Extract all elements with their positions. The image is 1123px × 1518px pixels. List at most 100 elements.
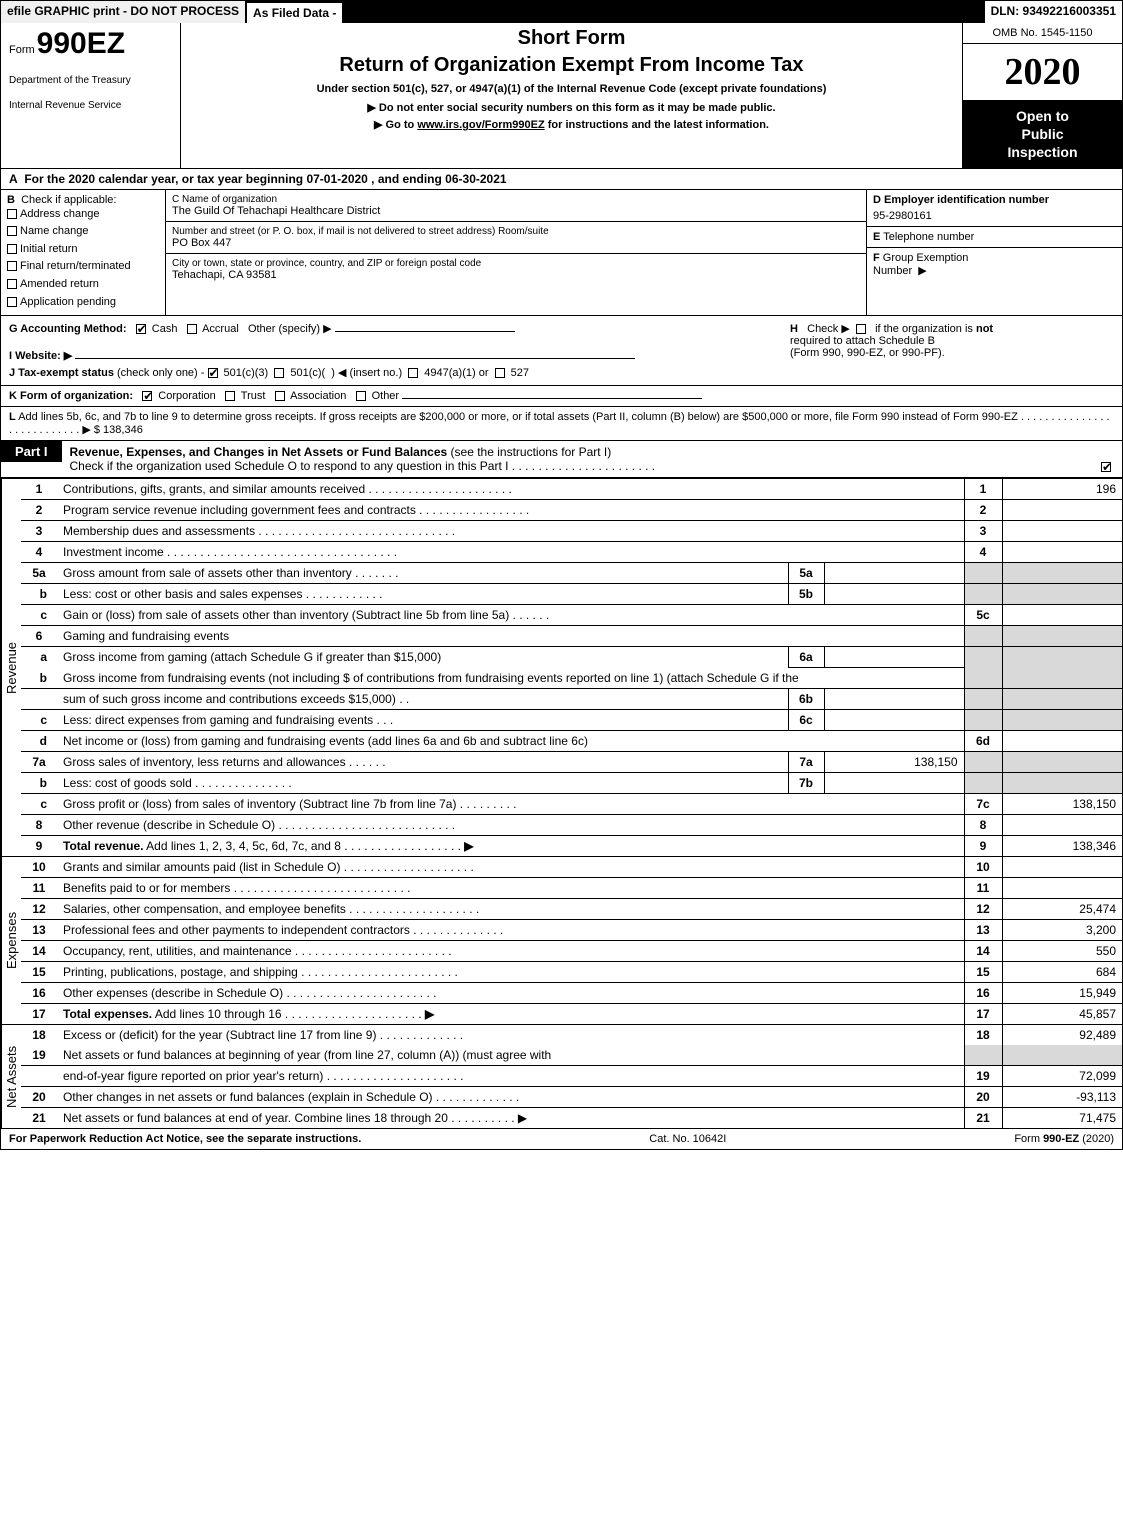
line-num: b: [21, 668, 57, 689]
row-a-text: For the 2020 calendar year, or tax year …: [24, 172, 506, 186]
line-desc: Gain or (loss) from sale of assets other…: [57, 605, 964, 626]
checkbox-cash[interactable]: [136, 324, 146, 334]
page-footer: For Paperwork Reduction Act Notice, see …: [1, 1128, 1122, 1149]
line-num: 1: [21, 479, 57, 500]
checkbox-accrual[interactable]: [187, 324, 197, 334]
line-7c: c Gross profit or (loss) from sales of i…: [21, 794, 1122, 815]
line-num: 14: [21, 941, 57, 962]
checkbox-4947[interactable]: [408, 368, 418, 378]
revenue-side-label: Revenue: [1, 479, 21, 856]
f-label: F Group ExemptionNumber ▶: [873, 252, 1116, 277]
checkbox-corporation[interactable]: [142, 391, 152, 401]
line-desc: end-of-year figure reported on prior yea…: [57, 1066, 964, 1087]
checkbox-schedule-o[interactable]: [1101, 462, 1111, 472]
netassets-table: 18 Excess or (deficit) for the year (Sub…: [21, 1025, 1122, 1128]
checkbox-trust[interactable]: [225, 391, 235, 401]
line-desc: Gross income from gaming (attach Schedul…: [57, 647, 788, 668]
row-g-h: G Accounting Method: Cash Accrual Other …: [1, 316, 1122, 386]
line-16: 16 Other expenses (describe in Schedule …: [21, 983, 1122, 1004]
line-13: 13 Professional fees and other payments …: [21, 920, 1122, 941]
line-desc: Net assets or fund balances at end of ye…: [57, 1108, 964, 1129]
cb-amended-return: Amended return: [7, 276, 159, 294]
line-box: 5c: [964, 605, 1002, 626]
open-line2: Public: [1021, 126, 1063, 142]
form-label: Form: [9, 44, 35, 56]
line-2: 2 Program service revenue including gove…: [21, 500, 1122, 521]
line-value: 72,099: [1002, 1066, 1122, 1087]
k-other-field[interactable]: [402, 398, 702, 399]
box-c-addr: Number and street (or P. O. box, if mail…: [166, 222, 866, 254]
line-box: 17: [964, 1004, 1002, 1025]
row-k: K Form of organization: Corporation Trus…: [1, 386, 1122, 407]
website-field[interactable]: [75, 358, 635, 359]
checkbox-icon[interactable]: [7, 261, 17, 271]
line-box-shade: [964, 752, 1002, 773]
mid-box: 7a: [788, 752, 824, 773]
line-value: -93,113: [1002, 1087, 1122, 1108]
line-num: 9: [21, 836, 57, 857]
box-f-group: F Group ExemptionNumber ▶: [867, 248, 1122, 281]
h-text3: (Form 990, 990-EZ, or 990-PF).: [790, 347, 945, 359]
line-6d: d Net income or (loss) from gaming and f…: [21, 731, 1122, 752]
checkbox-icon[interactable]: [7, 297, 17, 307]
line-desc: Gross sales of inventory, less returns a…: [57, 752, 788, 773]
cb-address-change: Address change: [7, 206, 159, 224]
line-value: 3,200: [1002, 920, 1122, 941]
checkbox-icon[interactable]: [7, 226, 17, 236]
info-grid: B Check if applicable: Address change Na…: [1, 190, 1122, 317]
checkbox-icon[interactable]: [7, 209, 17, 219]
h-text2: required to attach Schedule B: [790, 335, 935, 347]
efile-label: efile GRAPHIC print - DO NOT PROCESS: [1, 1, 247, 23]
line-num: 12: [21, 899, 57, 920]
line-desc: sum of such gross income and contributio…: [57, 689, 788, 710]
form-number: 990EZ: [37, 27, 125, 61]
row-a: A For the 2020 calendar year, or tax yea…: [1, 169, 1122, 190]
line-num: 19: [21, 1045, 57, 1066]
line-21: 21 Net assets or fund balances at end of…: [21, 1108, 1122, 1129]
line-num: 17: [21, 1004, 57, 1025]
line-desc: Grants and similar amounts paid (list in…: [57, 857, 964, 878]
line-box: 13: [964, 920, 1002, 941]
mid-box: 5a: [788, 563, 824, 584]
box-c-name: C Name of organization The Guild Of Teha…: [166, 190, 866, 222]
line-desc: Total revenue. Add lines 1, 2, 3, 4, 5c,…: [57, 836, 964, 857]
line-box: 18: [964, 1025, 1002, 1045]
line-num: c: [21, 794, 57, 815]
line-desc: Program service revenue including govern…: [57, 500, 964, 521]
line-value: [1002, 521, 1122, 542]
line-value: 71,475: [1002, 1108, 1122, 1129]
line-1: 1 Contributions, gifts, grants, and simi…: [21, 479, 1122, 500]
line-value: 550: [1002, 941, 1122, 962]
checkbox-h[interactable]: [856, 324, 866, 334]
line-box: 20: [964, 1087, 1002, 1108]
line-14: 14 Occupancy, rent, utilities, and maint…: [21, 941, 1122, 962]
line-desc: Net assets or fund balances at beginning…: [57, 1045, 964, 1066]
line-18: 18 Excess or (deficit) for the year (Sub…: [21, 1025, 1122, 1045]
checkbox-icon[interactable]: [7, 279, 17, 289]
line-box: 15: [964, 962, 1002, 983]
g-label: G Accounting Method:: [9, 323, 127, 335]
i-label: I Website: ▶: [9, 350, 72, 362]
line-desc: Net income or (loss) from gaming and fun…: [57, 731, 964, 752]
box-d-ein: D Employer identification number 95-2980…: [867, 190, 1122, 227]
checkbox-other[interactable]: [356, 391, 366, 401]
g-other-field[interactable]: [335, 331, 515, 332]
line-value: 92,489: [1002, 1025, 1122, 1045]
mid-value: [824, 584, 964, 605]
checkbox-501c3[interactable]: [208, 368, 218, 378]
checkbox-527[interactable]: [495, 368, 505, 378]
line-box: 9: [964, 836, 1002, 857]
l-text: Add lines 5b, 6c, and 7b to line 9 to de…: [9, 411, 1110, 436]
mid-value: [824, 647, 964, 668]
checkbox-association[interactable]: [275, 391, 285, 401]
line-num: c: [21, 605, 57, 626]
part1-header-row: Part I Revenue, Expenses, and Changes in…: [1, 441, 1122, 478]
line-19: 19 Net assets or fund balances at beginn…: [21, 1045, 1122, 1066]
row-j: J Tax-exempt status (check only one) - 5…: [9, 366, 774, 379]
line-value-shade: [1002, 668, 1122, 689]
line-desc: Benefits paid to or for members . . . . …: [57, 878, 964, 899]
checkbox-icon[interactable]: [7, 244, 17, 254]
line-box: 2: [964, 500, 1002, 521]
line-desc: Other expenses (describe in Schedule O) …: [57, 983, 964, 1004]
checkbox-501c[interactable]: [274, 368, 284, 378]
